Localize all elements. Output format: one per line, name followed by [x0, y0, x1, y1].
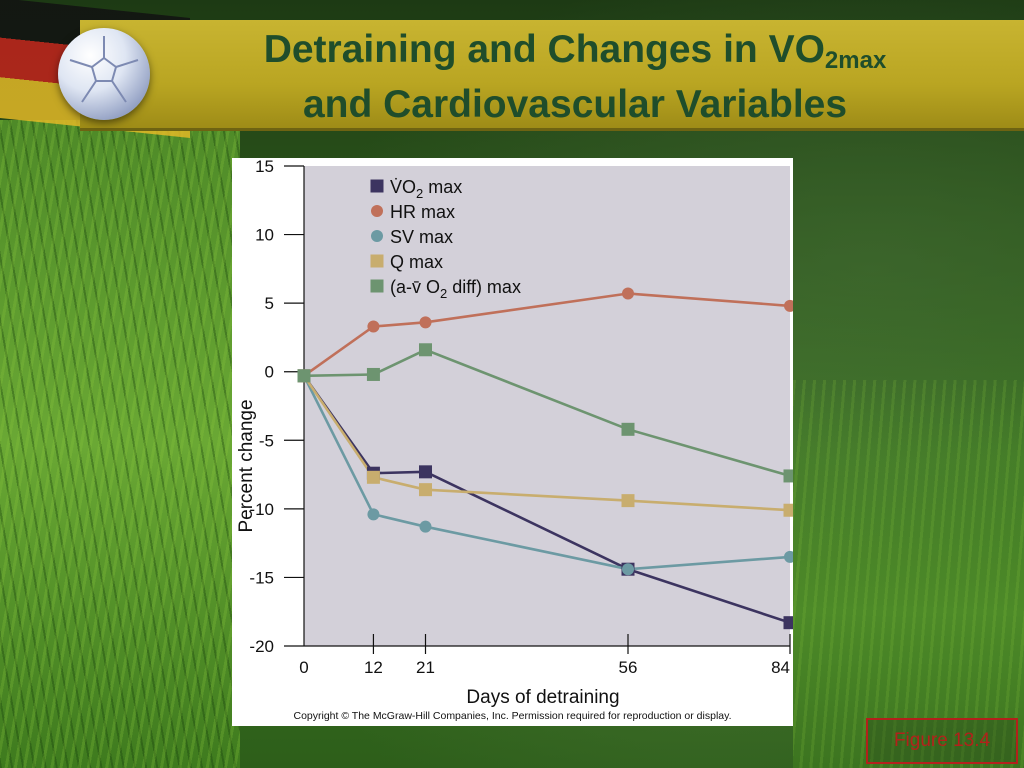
y-tick-label: -10: [249, 500, 274, 519]
data-point-series-3: [621, 494, 635, 508]
legend-marker-4: [370, 279, 384, 293]
data-point-series-1: [622, 287, 634, 300]
legend-label-3: Q max: [390, 252, 443, 272]
grass-background-left: [0, 120, 240, 768]
y-tick-label: -5: [259, 431, 274, 450]
legend-marker-1: [371, 205, 383, 217]
data-point-series-0: [783, 616, 793, 630]
legend-marker-2: [371, 230, 383, 242]
data-point-series-3: [366, 470, 380, 484]
data-point-series-4: [621, 422, 635, 436]
data-point-series-4: [366, 367, 380, 381]
data-point-series-3: [419, 483, 432, 497]
legend-label-2: SV max: [390, 227, 453, 247]
y-axis-label: Percent change: [236, 399, 257, 532]
data-point-series-2: [419, 520, 432, 533]
chart-figure: 15 10 5 0 -5 -10 -15 -20 0 12 21 56 84 Days of detrai…: [232, 158, 793, 726]
legend-marker-0: [370, 179, 384, 193]
title-line1: Detraining and Changes in VO: [263, 28, 825, 71]
data-point-series-1: [419, 316, 432, 329]
slide-title: Detraining and Changes in VO2max and Car…: [180, 28, 970, 127]
line-chart: 15 10 5 0 -5 -10 -15 -20 0 12 21 56 84 Days of detrai…: [236, 158, 793, 708]
y-tick-label: -15: [249, 568, 274, 587]
x-tick-label: 84: [771, 658, 790, 677]
x-tick-label: 21: [416, 658, 435, 677]
data-point-series-4: [419, 343, 432, 357]
title-line2: and Cardiovascular Variables: [302, 83, 848, 126]
y-tick-label: 0: [265, 363, 274, 382]
soccer-ball-icon: [58, 28, 150, 120]
title-banner: [80, 20, 1024, 131]
data-point-series-0: [419, 465, 432, 479]
plot-area: [304, 166, 790, 646]
data-point-series-4: [297, 369, 311, 383]
x-tick-label: 12: [364, 658, 383, 677]
x-tick-label: 0: [299, 658, 308, 677]
data-point-series-1: [367, 320, 380, 333]
legend-marker-3: [370, 254, 384, 268]
title-subscript: 2max: [824, 47, 887, 74]
legend-label-4: (a-v̄ O2 diff) max: [390, 277, 521, 301]
y-tick-label: 15: [255, 158, 274, 176]
y-tick-label: 10: [255, 226, 274, 245]
y-tick-label: -20: [249, 637, 274, 656]
data-point-series-4: [783, 469, 793, 483]
data-point-series-3: [783, 503, 793, 517]
figure-label: Figure 13.4: [866, 718, 1018, 764]
data-point-series-2: [367, 508, 380, 521]
y-tick-label: 5: [265, 294, 274, 313]
legend-label-1: HR max: [390, 202, 455, 222]
data-point-series-2: [784, 550, 793, 563]
data-point-series-1: [784, 299, 793, 312]
legend-label-0: V̇O2 max: [390, 177, 462, 201]
grass-background-right: [793, 380, 1024, 768]
data-point-series-2: [622, 563, 634, 576]
x-tick-label: 56: [619, 658, 638, 677]
x-axis-label: Days of detraining: [466, 687, 619, 708]
copyright-notice: Copyright © The McGraw-Hill Companies, I…: [293, 710, 732, 722]
